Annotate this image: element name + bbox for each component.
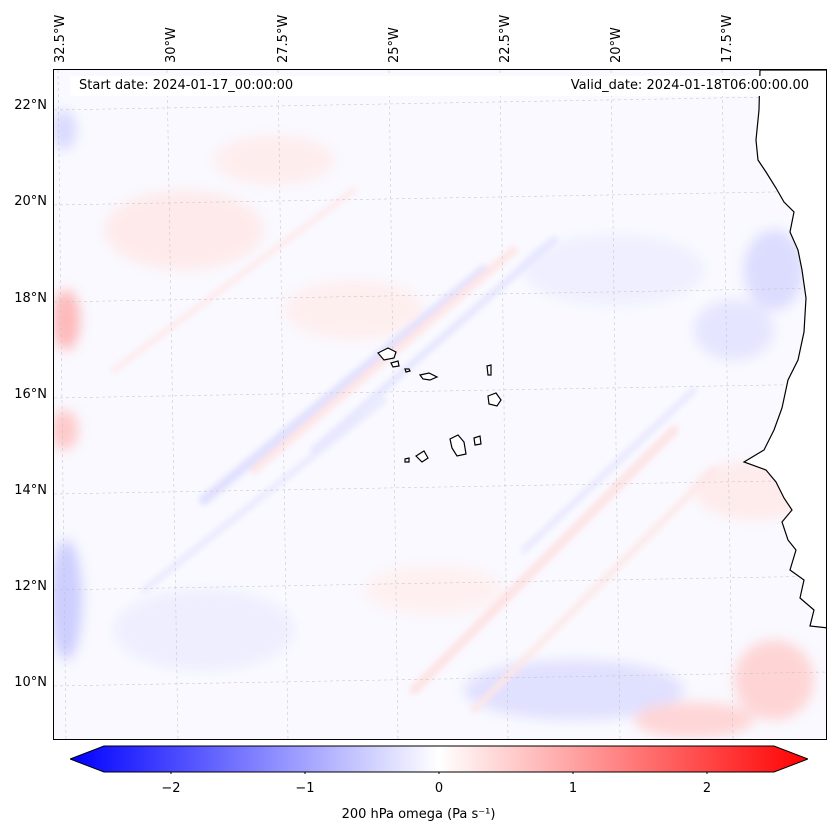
colorbar: [70, 745, 808, 774]
lon-label: 22.5°W: [498, 14, 513, 63]
lat-label: 18°N: [14, 291, 47, 306]
lat-label: 22°N: [14, 98, 47, 113]
lon-label: 32.5°W: [53, 14, 68, 63]
colorbar-label: 200 hPa omega (Pa s⁻¹): [341, 807, 496, 822]
valid-date-label: Valid_date: 2024-01-18T06:00:00.00: [570, 78, 809, 93]
lat-label: 14°N: [14, 483, 47, 498]
colorbar-tick: −2: [161, 781, 181, 796]
cape-verde-islands: [377, 347, 502, 463]
colorbar-tick: 0: [434, 781, 444, 796]
map-panel[interactable]: [53, 69, 827, 740]
lon-label: 27.5°W: [276, 14, 291, 63]
colorbar-tick: −1: [295, 781, 315, 796]
lon-label: 25°W: [387, 27, 402, 63]
start-date-label: Start date: 2024-01-17_00:00:00: [79, 78, 294, 93]
lat-label: 12°N: [14, 579, 47, 594]
lon-label: 30°W: [164, 27, 179, 63]
lon-label: 17.5°W: [720, 14, 735, 63]
lon-label: 20°W: [609, 27, 624, 63]
lat-label: 16°N: [14, 387, 47, 402]
colorbar-tick: 2: [702, 781, 712, 796]
africa-coastline: [742, 70, 826, 629]
info-bar: [70, 76, 810, 96]
lat-label: 20°N: [14, 194, 47, 209]
colorbar-tick: 1: [568, 781, 578, 796]
omega-field: [54, 70, 826, 739]
lat-label: 10°N: [14, 675, 47, 690]
